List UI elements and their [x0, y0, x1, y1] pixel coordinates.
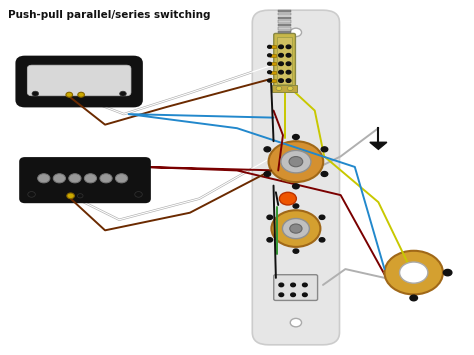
- FancyBboxPatch shape: [27, 65, 131, 96]
- Circle shape: [267, 215, 273, 219]
- Circle shape: [291, 283, 295, 287]
- Circle shape: [279, 54, 283, 57]
- Bar: [270, 54, 276, 57]
- Circle shape: [37, 174, 50, 183]
- Circle shape: [321, 147, 328, 152]
- Circle shape: [400, 262, 428, 283]
- Circle shape: [292, 135, 299, 140]
- Circle shape: [32, 91, 38, 96]
- Circle shape: [279, 62, 283, 65]
- Circle shape: [67, 193, 74, 199]
- Circle shape: [268, 79, 272, 82]
- Circle shape: [279, 79, 283, 82]
- Bar: [270, 71, 276, 73]
- Circle shape: [286, 70, 291, 74]
- Circle shape: [66, 92, 73, 97]
- Bar: [277, 37, 292, 84]
- Bar: [278, 17, 291, 19]
- Circle shape: [321, 171, 328, 176]
- Circle shape: [302, 283, 307, 287]
- Bar: [278, 10, 291, 12]
- Bar: [278, 24, 291, 26]
- Circle shape: [78, 92, 84, 97]
- Circle shape: [410, 295, 418, 301]
- Circle shape: [319, 215, 325, 219]
- Circle shape: [292, 184, 299, 189]
- Circle shape: [119, 91, 126, 96]
- Circle shape: [268, 45, 272, 48]
- Circle shape: [286, 54, 291, 57]
- Circle shape: [291, 293, 295, 296]
- Bar: [270, 79, 276, 82]
- Bar: [272, 84, 297, 92]
- FancyBboxPatch shape: [274, 33, 295, 87]
- Circle shape: [302, 293, 307, 296]
- Circle shape: [279, 70, 283, 74]
- Circle shape: [286, 62, 291, 65]
- Circle shape: [319, 238, 325, 242]
- Circle shape: [279, 283, 283, 287]
- Circle shape: [268, 62, 272, 65]
- Circle shape: [290, 224, 302, 233]
- Bar: [270, 45, 276, 48]
- Circle shape: [84, 174, 97, 183]
- Circle shape: [269, 141, 323, 182]
- Circle shape: [268, 71, 272, 73]
- Circle shape: [276, 86, 282, 91]
- Circle shape: [267, 238, 273, 242]
- Circle shape: [77, 194, 83, 198]
- FancyBboxPatch shape: [274, 275, 318, 300]
- Circle shape: [286, 45, 291, 49]
- Circle shape: [69, 174, 81, 183]
- Circle shape: [264, 147, 271, 152]
- Circle shape: [287, 86, 293, 91]
- Circle shape: [100, 174, 112, 183]
- Circle shape: [28, 192, 36, 197]
- Circle shape: [384, 251, 443, 294]
- Circle shape: [268, 54, 272, 57]
- Circle shape: [272, 210, 320, 247]
- Bar: [278, 27, 291, 29]
- Circle shape: [443, 269, 452, 276]
- Bar: [270, 62, 276, 65]
- Text: Push-pull parallel/series switching: Push-pull parallel/series switching: [9, 10, 211, 20]
- Circle shape: [264, 171, 271, 176]
- Circle shape: [53, 174, 65, 183]
- Bar: [278, 20, 291, 22]
- Circle shape: [293, 204, 299, 208]
- FancyBboxPatch shape: [20, 158, 150, 202]
- Circle shape: [283, 218, 310, 239]
- Bar: [278, 31, 291, 33]
- FancyBboxPatch shape: [252, 10, 339, 345]
- FancyBboxPatch shape: [17, 57, 142, 106]
- Circle shape: [293, 249, 299, 253]
- Circle shape: [135, 192, 142, 197]
- Circle shape: [286, 79, 291, 82]
- Circle shape: [290, 28, 301, 37]
- Circle shape: [289, 157, 303, 167]
- Circle shape: [279, 192, 296, 205]
- Circle shape: [116, 174, 128, 183]
- Circle shape: [290, 318, 301, 327]
- Polygon shape: [370, 142, 387, 149]
- Circle shape: [281, 151, 311, 173]
- Circle shape: [279, 293, 283, 296]
- Bar: [278, 13, 291, 16]
- Circle shape: [279, 45, 283, 49]
